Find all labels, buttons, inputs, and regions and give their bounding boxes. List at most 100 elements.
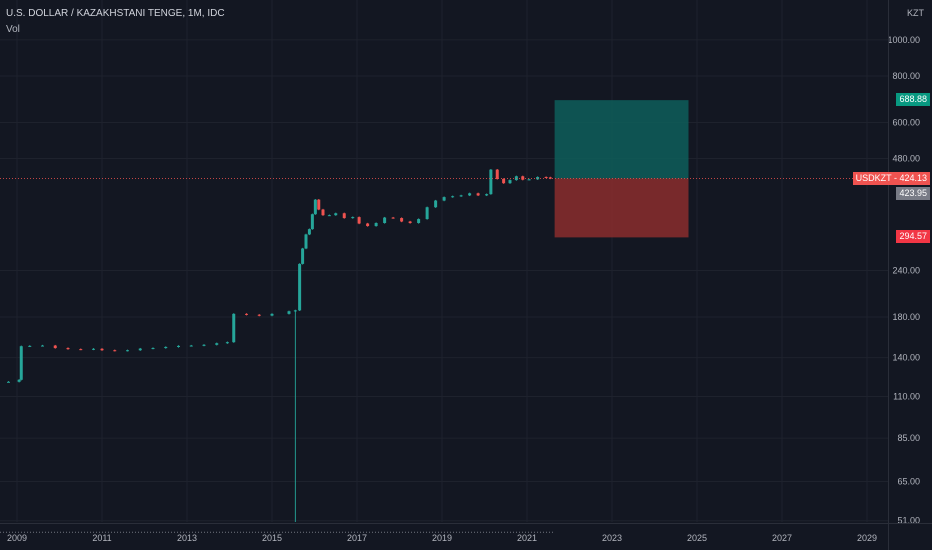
chart-title[interactable]: U.S. DOLLAR / KAZAKHSTANI TENGE, 1M, IDC: [6, 8, 225, 19]
candle-body: [17, 379, 21, 382]
time-tick-label: 2029: [857, 533, 877, 543]
candle-body: [202, 344, 206, 346]
candle-body: [495, 169, 499, 179]
candle-body: [544, 177, 548, 179]
candle-body: [508, 180, 512, 184]
candle-body: [502, 178, 506, 184]
candle-body: [138, 348, 142, 351]
candle-body: [366, 223, 370, 227]
candle-body: [257, 314, 261, 316]
symbol-label: USDKZT: [855, 172, 892, 183]
candle-body: [400, 218, 404, 222]
candle-body: [301, 248, 305, 264]
candle-body: [7, 381, 10, 383]
price-tick-label: 240.00: [892, 265, 920, 275]
candle-body: [334, 213, 338, 216]
time-tick-label: 2021: [517, 533, 537, 543]
candle-body: [307, 229, 311, 235]
candle-body: [270, 313, 274, 316]
candle-body: [19, 346, 23, 380]
candle-body: [485, 194, 489, 196]
candle-body: [53, 345, 57, 349]
price-tick-label: 600.00: [892, 117, 920, 127]
candle-body: [177, 345, 180, 347]
price-tick-label: 140.00: [892, 353, 920, 363]
candle-body: [374, 223, 378, 227]
price-tick-label: 1000.00: [887, 35, 920, 45]
candle-body: [113, 350, 117, 352]
price-axis-unit: KZT: [907, 8, 924, 18]
candle-body: [521, 176, 525, 180]
candle-body: [451, 196, 455, 198]
entry-price-badge: 423.95: [896, 186, 930, 200]
candle-body: [66, 348, 70, 350]
candle-body: [351, 217, 355, 219]
candle-body: [92, 348, 95, 350]
candle-body: [489, 169, 493, 195]
stop-zone: [554, 178, 689, 238]
price-tick-label: 110.00: [893, 392, 920, 402]
candle-body: [342, 213, 346, 219]
time-tick-label: 2023: [602, 533, 622, 543]
time-tick-label: 2015: [262, 533, 282, 543]
time-tick-label: 2017: [347, 533, 367, 543]
candle-body: [298, 263, 302, 311]
candle-body: [232, 313, 236, 343]
currency-unit: KZT: [907, 8, 924, 18]
time-tick-label: 2019: [432, 533, 452, 543]
price-tick-label: 65.00: [897, 477, 920, 487]
candle-body: [317, 199, 321, 210]
candle-body: [459, 195, 463, 197]
time-tick-label: 2027: [772, 533, 792, 543]
candle-body: [245, 313, 248, 315]
target-price-badge: 688.88: [896, 93, 930, 107]
price-tick-label: 51.00: [897, 516, 920, 526]
candle-body: [310, 214, 314, 230]
time-tick-label: 2011: [92, 533, 111, 543]
candle-body: [164, 346, 168, 349]
last-price-value: 424.13: [899, 172, 927, 183]
candle-body: [313, 199, 317, 215]
candle-body: [189, 345, 193, 347]
candle-body: [548, 177, 552, 179]
target-zone: [554, 100, 689, 179]
candle-body: [383, 217, 387, 224]
candle-body: [215, 343, 219, 345]
candle-body: [287, 311, 291, 314]
candle-body: [417, 219, 421, 224]
price-tick-label: 180.00: [892, 312, 920, 322]
candles: [7, 169, 552, 383]
last-price-badge: USDKZT - 424.13: [852, 171, 930, 185]
price-tick-label: 800.00: [892, 71, 920, 81]
candle-body: [434, 200, 438, 208]
candle-body: [425, 207, 429, 220]
candle-body: [151, 348, 155, 350]
candle-body: [126, 350, 129, 352]
candle-body: [321, 209, 325, 216]
long-position-tool[interactable]: [554, 100, 689, 238]
candle-body: [442, 197, 446, 201]
candle-body: [79, 349, 83, 351]
candle-body: [527, 179, 531, 181]
chart-overlays: [0, 178, 888, 533]
candle-body: [225, 342, 229, 344]
candle-body: [304, 234, 308, 249]
candle-body: [408, 221, 412, 224]
candle-body: [41, 345, 44, 347]
candle-body: [100, 348, 104, 351]
candle-body: [28, 345, 32, 347]
stop-price-badge: 294.57: [896, 230, 930, 244]
price-tick-label: 480.00: [892, 154, 920, 164]
time-tick-label: 2025: [687, 533, 707, 543]
candle-body: [476, 193, 480, 196]
price-tick-label: 85.00: [897, 433, 920, 443]
volume-indicator-label[interactable]: Vol: [6, 24, 20, 35]
candle-body: [357, 217, 361, 224]
badge-separator: -: [893, 172, 900, 183]
grid-lines: [0, 0, 888, 522]
time-tick-label: 2009: [7, 533, 27, 543]
time-tick-label: 2013: [177, 533, 197, 543]
candle-body: [391, 217, 395, 219]
